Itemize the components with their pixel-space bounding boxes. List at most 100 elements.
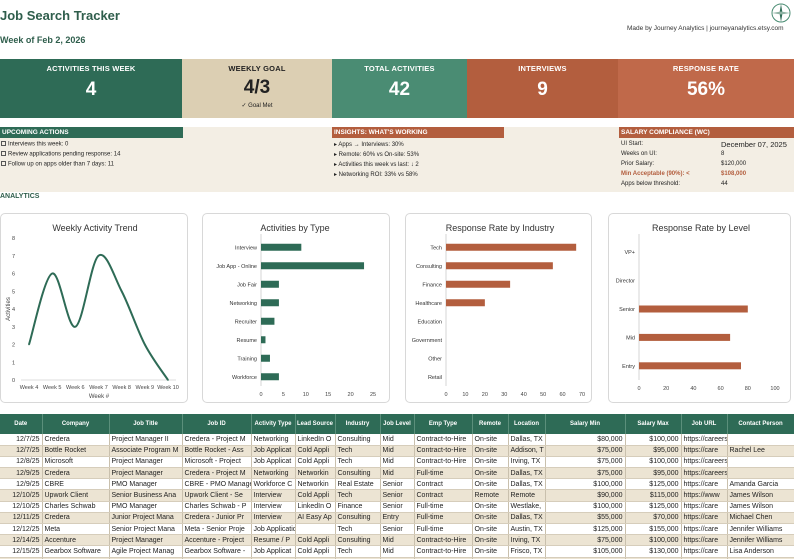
table-cell[interactable]: Associate Program M bbox=[109, 445, 183, 457]
table-cell[interactable]: Accenture - Project bbox=[182, 534, 252, 547]
table-cell[interactable]: Interview bbox=[251, 512, 296, 525]
table-cell[interactable]: Project Manager bbox=[109, 534, 183, 547]
table-cell[interactable]: Contract-to-Hire bbox=[414, 434, 473, 446]
table-cell[interactable]: Dallas, TX bbox=[508, 557, 546, 559]
table-cell[interactable]: Remote bbox=[508, 489, 546, 502]
table-cell[interactable]: Microsoft bbox=[42, 456, 110, 469]
table-cell[interactable]: Credera - Junior Pr bbox=[182, 512, 252, 525]
table-cell[interactable]: $100,000 bbox=[625, 434, 682, 446]
table-cell[interactable]: 12/15/25 bbox=[0, 557, 43, 559]
table-cell[interactable]: Microsoft - Project bbox=[182, 456, 252, 469]
table-cell[interactable]: https://care bbox=[681, 557, 728, 559]
table-cell[interactable]: Contract bbox=[414, 489, 473, 502]
table-cell[interactable]: CBRE - Senior Busin bbox=[182, 557, 252, 559]
table-cell[interactable]: LinkedIn O bbox=[295, 501, 336, 513]
table-cell[interactable]: PMO Manager bbox=[109, 501, 183, 513]
table-cell[interactable]: On-site bbox=[472, 467, 509, 480]
table-row[interactable]: 12/14/25 Accenture Project Manager Accentur… bbox=[0, 534, 794, 547]
table-cell[interactable]: Credera bbox=[42, 512, 110, 525]
table-cell[interactable]: Dallas, TX bbox=[508, 467, 546, 480]
table-cell[interactable]: On-site bbox=[472, 445, 509, 457]
table-cell[interactable]: Accenture bbox=[42, 534, 110, 547]
table-cell[interactable]: 12/8/25 bbox=[0, 456, 43, 469]
column-header[interactable]: Contact Person bbox=[727, 414, 794, 434]
table-cell[interactable]: Consulting bbox=[335, 434, 381, 446]
table-cell[interactable]: Referral bbox=[295, 557, 336, 559]
table-cell[interactable]: Junior Project Mana bbox=[109, 512, 183, 525]
table-cell[interactable]: Jennifer Williams bbox=[727, 534, 794, 547]
table-cell[interactable]: Interview bbox=[251, 501, 296, 513]
table-cell[interactable]: 12/9/25 bbox=[0, 467, 43, 480]
table-cell[interactable]: PMO Manager bbox=[109, 478, 183, 491]
table-cell[interactable]: Contract-to-Hire bbox=[414, 456, 473, 469]
table-cell[interactable]: Tech bbox=[335, 523, 381, 536]
table-cell[interactable]: CBRE - PMO Manage bbox=[182, 478, 252, 491]
table-cell[interactable]: Full-time bbox=[414, 523, 473, 536]
upcoming-item[interactable]: Interviews this week: 0 bbox=[1, 141, 68, 148]
table-cell[interactable]: Full-time bbox=[414, 512, 473, 525]
table-cell[interactable]: Upwork Client bbox=[42, 489, 110, 502]
table-row[interactable]: 12/10/25 Upwork Client Senior Business Ana… bbox=[0, 489, 794, 502]
table-cell[interactable]: https://care bbox=[681, 478, 728, 491]
table-cell[interactable]: $75,000 bbox=[545, 534, 626, 547]
table-cell[interactable]: Rachel Lee bbox=[727, 445, 794, 457]
table-cell[interactable]: Senior bbox=[380, 523, 415, 536]
table-cell[interactable]: 12/14/25 bbox=[0, 534, 43, 547]
table-cell[interactable]: Real Estate bbox=[335, 478, 381, 491]
table-cell[interactable]: On-site bbox=[472, 434, 509, 446]
table-cell[interactable]: Cold Appli bbox=[295, 445, 336, 457]
table-row[interactable]: 12/10/25 Charles Schwab PMO Manager Charles… bbox=[0, 501, 794, 513]
table-cell[interactable]: Michael Chen bbox=[727, 512, 794, 525]
table-cell[interactable]: $100,000 bbox=[545, 501, 626, 513]
table-cell[interactable]: 12/7/25 bbox=[0, 434, 43, 446]
table-cell[interactable]: Contract bbox=[414, 478, 473, 491]
column-header[interactable]: Remote bbox=[472, 414, 509, 434]
table-cell[interactable]: Finance bbox=[335, 501, 381, 513]
table-cell[interactable]: Senior Project Mana bbox=[109, 523, 183, 536]
table-cell[interactable]: 12/7/25 bbox=[0, 445, 43, 457]
table-cell[interactable]: Westlake, bbox=[508, 501, 546, 513]
column-header[interactable]: Job Title bbox=[109, 414, 183, 434]
table-cell[interactable]: $125,000 bbox=[625, 478, 682, 491]
table-cell[interactable]: Credera bbox=[42, 434, 110, 446]
table-cell[interactable]: https://careers.credera.com/jobs bbox=[681, 467, 728, 480]
table-cell[interactable]: Tech bbox=[335, 545, 381, 558]
table-cell[interactable]: On-site bbox=[472, 534, 509, 547]
table-cell[interactable]: Mid bbox=[380, 545, 415, 558]
table-cell[interactable]: Senior bbox=[380, 489, 415, 502]
table-cell[interactable]: 12/9/25 bbox=[0, 478, 43, 491]
table-cell[interactable]: Charles Schwab bbox=[42, 501, 110, 513]
table-cell[interactable]: On-site bbox=[472, 478, 509, 491]
table-cell[interactable]: $100,000 bbox=[625, 534, 682, 547]
table-cell[interactable]: https://care bbox=[681, 445, 728, 457]
column-header[interactable]: Lead Source bbox=[295, 414, 336, 434]
table-cell[interactable]: Networking bbox=[251, 467, 296, 480]
table-cell[interactable]: Job Applicat bbox=[251, 545, 296, 558]
table-cell[interactable]: $75,000 bbox=[545, 467, 626, 480]
table-cell[interactable]: https://care bbox=[681, 501, 728, 513]
table-cell[interactable]: Senior Business Ana bbox=[109, 489, 183, 502]
table-cell[interactable]: Contract-to-Hire bbox=[414, 545, 473, 558]
table-cell[interactable]: Mid bbox=[380, 434, 415, 446]
upcoming-item[interactable]: Review applications pending response: 14 bbox=[1, 151, 120, 158]
table-cell[interactable]: Project Manager bbox=[109, 467, 183, 480]
table-cell[interactable]: Cold Appli bbox=[295, 545, 336, 558]
table-cell[interactable]: 12/12/25 bbox=[0, 523, 43, 536]
table-cell[interactable]: Senior Business Ana bbox=[109, 557, 183, 559]
table-cell[interactable]: Irving, TX bbox=[508, 456, 546, 469]
column-header[interactable]: Salary Max bbox=[625, 414, 682, 434]
table-cell[interactable]: Tech bbox=[335, 456, 381, 469]
table-cell[interactable]: Contract-to-Hire bbox=[414, 534, 473, 547]
table-cell[interactable]: Workforce C bbox=[251, 557, 296, 559]
table-cell[interactable]: Dallas, TX bbox=[508, 434, 546, 446]
table-row[interactable]: 12/15/25 Gearbox Software Agile Project Ma… bbox=[0, 545, 794, 558]
table-cell[interactable]: Meta - Senior Proje bbox=[182, 523, 252, 536]
table-cell[interactable]: On-site bbox=[472, 456, 509, 469]
table-cell[interactable]: https://careers.credera.com/jobs bbox=[681, 434, 728, 446]
column-header[interactable]: Company bbox=[42, 414, 110, 434]
table-cell[interactable]: https://care bbox=[681, 545, 728, 558]
column-header[interactable]: Activity Type bbox=[251, 414, 296, 434]
table-cell[interactable]: $95,000 bbox=[545, 557, 626, 559]
table-cell[interactable]: $125,000 bbox=[625, 501, 682, 513]
